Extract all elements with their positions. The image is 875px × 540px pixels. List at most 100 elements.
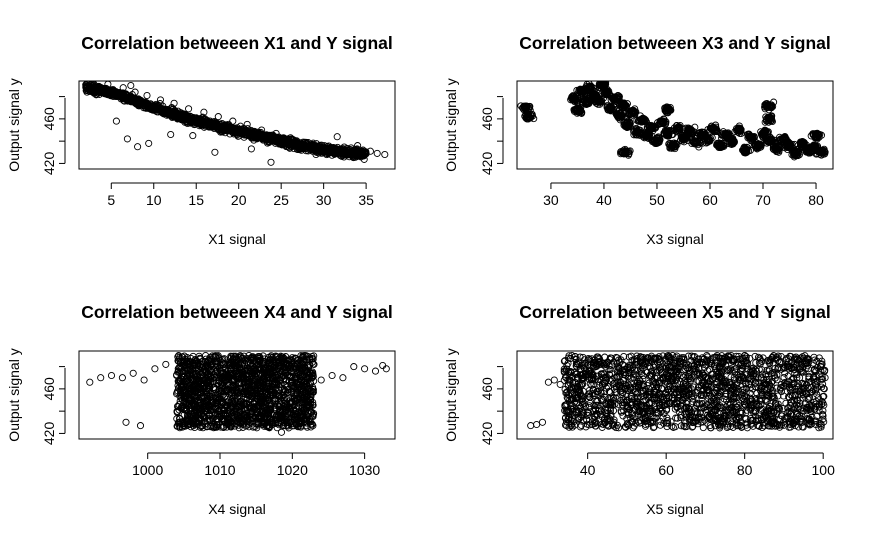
cloud-point — [200, 121, 208, 129]
data-point — [574, 106, 582, 114]
cloud-point — [175, 357, 183, 365]
data-point — [312, 150, 320, 159]
data-point — [89, 86, 97, 94]
cloud-point — [225, 124, 233, 132]
x-axis-label: X3 signal — [646, 231, 704, 247]
data-point — [330, 144, 338, 152]
x-tick-label: 5 — [107, 192, 115, 208]
data-point — [798, 140, 806, 149]
cloud-point — [618, 112, 626, 120]
cloud-point — [769, 143, 777, 152]
data-point — [289, 137, 297, 145]
cloud-point — [290, 381, 298, 389]
cloud-point — [610, 96, 618, 104]
points-group — [86, 351, 390, 436]
cloud-point — [359, 146, 367, 154]
x-tick-label: 15 — [188, 192, 204, 208]
cloud-point — [90, 85, 98, 93]
data-point — [773, 145, 781, 153]
cloud-point — [291, 354, 299, 362]
cloud-point — [239, 127, 247, 135]
data-point — [280, 140, 288, 149]
y-tick-label: 420 — [41, 152, 57, 176]
cloud-point — [174, 403, 183, 411]
data-point — [760, 129, 768, 137]
data-point — [114, 89, 122, 97]
cloud-point — [784, 138, 792, 146]
cloud-point — [615, 111, 623, 119]
cloud-point — [816, 149, 824, 157]
cloud-point — [718, 131, 726, 139]
panel-x3: Correlation betweeen X3 and Y signal X3 … — [443, 33, 834, 247]
data-point — [590, 93, 598, 101]
x-axis-label: X4 signal — [208, 501, 266, 517]
cloud-point — [761, 101, 770, 109]
cloud-point — [568, 93, 576, 101]
cloud-point — [728, 135, 736, 143]
cloud-point — [296, 359, 304, 367]
cloud-point — [181, 111, 189, 119]
x-tick-label: 30 — [543, 192, 559, 208]
cloud-point — [292, 355, 300, 363]
cloud-point — [819, 149, 827, 157]
data-point — [747, 133, 755, 141]
cloud-point — [211, 123, 219, 131]
data-point — [624, 120, 632, 128]
data-point — [251, 130, 259, 139]
cloud-point — [317, 147, 325, 155]
cloud-point — [736, 129, 744, 137]
cloud-point — [122, 95, 130, 103]
cloud-point — [617, 150, 625, 158]
data-point — [811, 144, 819, 152]
data-point — [813, 132, 821, 140]
data-point — [178, 110, 186, 118]
cloud-point — [295, 141, 303, 149]
plot-frame — [78, 80, 396, 170]
data-point — [345, 150, 353, 159]
data-point — [258, 126, 266, 134]
data-point — [366, 147, 374, 155]
cloud-point — [297, 352, 305, 360]
cloud-point — [309, 385, 317, 393]
data-point — [373, 149, 381, 157]
data-point — [582, 98, 590, 106]
data-point — [200, 108, 208, 116]
cloud-point — [634, 128, 642, 136]
cloud-point — [235, 370, 243, 378]
data-point — [229, 117, 237, 125]
cloud-point — [763, 136, 771, 144]
cloud-point — [800, 139, 808, 147]
data-point — [323, 149, 331, 157]
cloud-point — [231, 129, 239, 137]
cloud-point — [696, 129, 704, 137]
cloud-point — [350, 146, 358, 154]
cloud-point — [810, 143, 818, 151]
chart-title: Correlation betweeen X1 and Y signal — [81, 33, 393, 53]
x-axis-label: X1 signal — [208, 231, 266, 247]
data-point — [653, 136, 661, 144]
data-point — [267, 158, 275, 166]
data-point — [578, 88, 586, 96]
data-point — [595, 97, 603, 105]
cloud-point — [755, 140, 763, 148]
cloud-point — [309, 369, 317, 377]
cloud-point — [266, 132, 274, 140]
cloud-point — [663, 103, 671, 111]
cloud-point — [279, 391, 287, 399]
data-point — [109, 86, 117, 94]
y-tick-label: 460 — [479, 107, 495, 131]
cloud-point — [303, 142, 311, 150]
data-point — [337, 148, 346, 156]
x-tick-label: 50 — [649, 192, 665, 208]
data-point — [125, 94, 133, 102]
cloud-point — [243, 412, 251, 420]
data-point — [137, 97, 145, 105]
points-group — [517, 81, 829, 161]
cloud-point — [767, 101, 775, 109]
data-point — [236, 127, 244, 135]
cloud-point — [176, 414, 184, 422]
data-point — [525, 113, 533, 121]
data-point — [664, 106, 672, 114]
data-point — [95, 90, 103, 98]
cloud-point — [188, 118, 196, 126]
